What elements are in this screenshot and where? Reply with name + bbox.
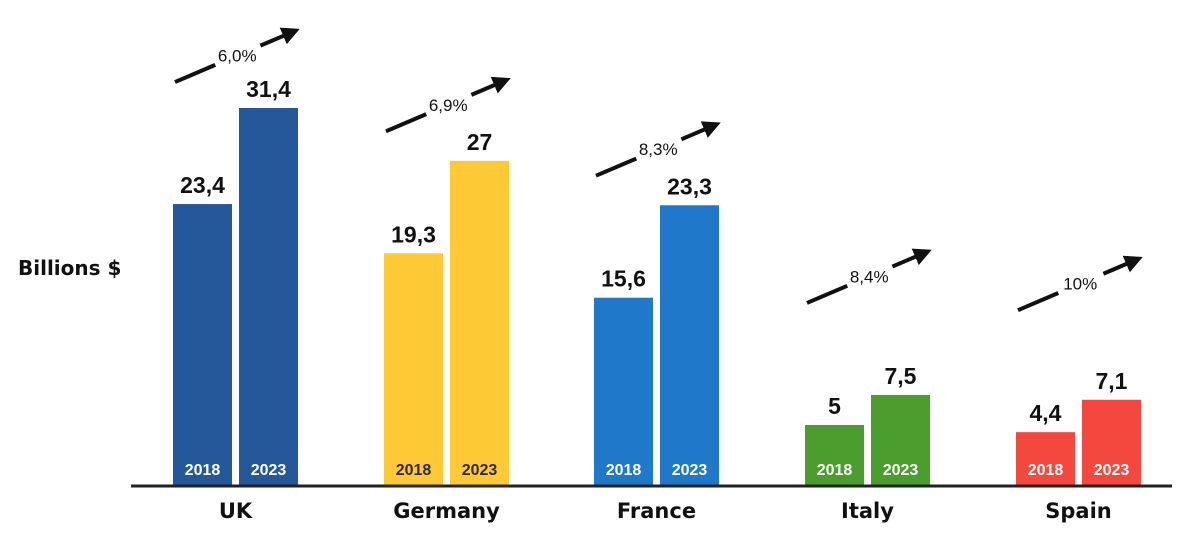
data-label: 27 xyxy=(467,129,493,155)
y-axis-label: Billions $ xyxy=(18,256,122,280)
category-label: Spain xyxy=(1045,499,1111,523)
bar-year-label: 2018 xyxy=(817,462,853,479)
bar-germany-2018 xyxy=(384,253,443,485)
growth-label: 8,3% xyxy=(639,140,678,159)
growth-arrow-head xyxy=(470,76,511,97)
growth-arrow-tail xyxy=(174,63,217,84)
growth-label: 6,9% xyxy=(429,96,468,115)
data-label: 15,6 xyxy=(601,266,646,292)
growth-label: 8,4% xyxy=(850,267,889,286)
data-label: 7,5 xyxy=(885,363,917,389)
growth-arrow-tail xyxy=(595,156,638,178)
bar-year-label: 2018 xyxy=(396,462,432,479)
bar-germany-2023 xyxy=(450,160,509,486)
bar-spain-2018 xyxy=(1016,432,1075,485)
category-label: France xyxy=(617,499,696,523)
category-label: Germany xyxy=(393,499,500,523)
data-label: 7,1 xyxy=(1096,368,1128,394)
bar-uk-2018 xyxy=(173,204,232,485)
bar-italy-2018 xyxy=(805,424,864,485)
bar-italy-2023 xyxy=(871,394,930,485)
bar-year-label: 2018 xyxy=(1028,462,1064,479)
growth-arrow-head xyxy=(259,27,300,48)
growth-arrow-tail xyxy=(1017,291,1060,313)
data-label: 31,4 xyxy=(246,76,291,102)
bar-france-2023 xyxy=(660,205,719,485)
bar-france-2018 xyxy=(594,297,653,485)
bar-year-label: 2023 xyxy=(672,462,708,479)
data-label: 23,3 xyxy=(667,173,712,199)
growth-label: 6,0% xyxy=(218,47,257,66)
growth-arrow-head xyxy=(891,248,932,269)
bar-year-label: 2018 xyxy=(606,462,642,479)
bar-year-label: 2023 xyxy=(1094,462,1130,479)
bar-year-label: 2023 xyxy=(883,462,919,479)
growth-arrow-tail xyxy=(806,283,849,305)
category-label: UK xyxy=(219,499,253,523)
data-label: 19,3 xyxy=(391,221,436,247)
bar-spain-2023 xyxy=(1082,399,1141,485)
data-label: 4,4 xyxy=(1030,400,1062,426)
bar-year-label: 2023 xyxy=(462,462,498,479)
data-label: 5 xyxy=(828,393,841,419)
bar-uk-2023 xyxy=(239,108,298,485)
bar-year-label: 2023 xyxy=(251,462,287,479)
growth-arrow-head xyxy=(1102,255,1143,276)
category-label: Italy xyxy=(841,499,894,523)
growth-arrow-tail xyxy=(385,112,428,134)
bar-year-label: 2018 xyxy=(185,462,221,479)
data-label: 23,4 xyxy=(180,172,225,198)
growth-label: 10% xyxy=(1063,275,1097,294)
growth-arrow-head xyxy=(680,121,721,142)
